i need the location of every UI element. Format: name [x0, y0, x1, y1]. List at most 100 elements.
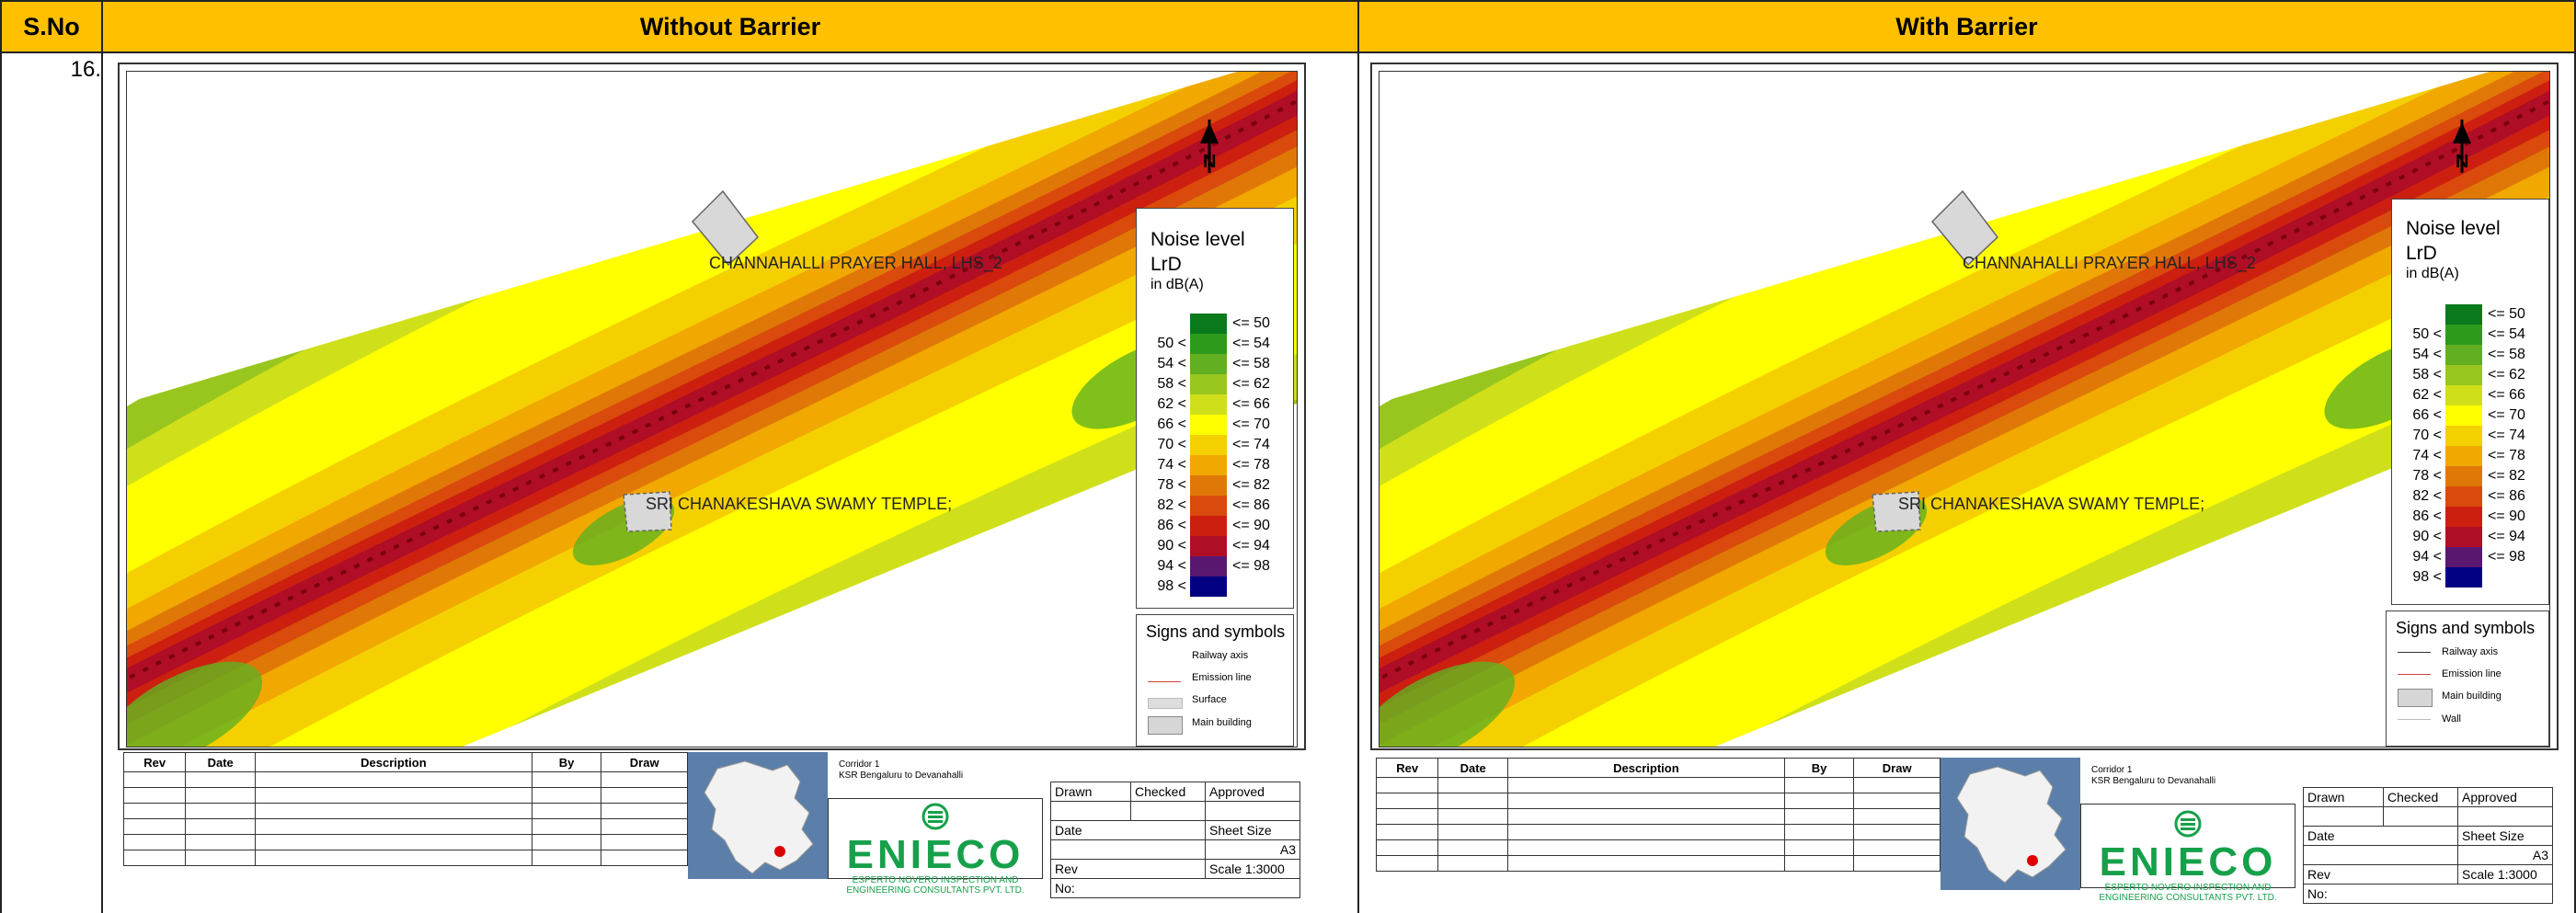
legend-swatch — [2445, 365, 2482, 385]
legend-high: <= 54 — [1232, 336, 1270, 351]
left-noise-legend: Noise level LrD in dB(A) <= 50 50 < <= 54 5… — [1136, 208, 1294, 609]
legend-row: 86 < <= 90 — [1137, 516, 1295, 536]
legend-swatch — [2445, 446, 2482, 466]
legend-high: <= 90 — [1232, 518, 1270, 533]
legend-high: <= 82 — [2488, 468, 2525, 484]
right-date-h: Date — [1437, 758, 1508, 778]
left-surface-swatch — [1148, 698, 1183, 709]
left-signature-table: Drawn Checked Approved Date Sheet Size A… — [1050, 782, 1300, 898]
left-corridor-line2: KSR Bengaluru to Devanahalli — [839, 770, 964, 781]
legend-swatch — [2445, 466, 2482, 486]
legend-high: <= 86 — [2488, 488, 2525, 504]
right-location-marker — [2027, 855, 2038, 866]
right-no-label: No: — [2303, 884, 2553, 904]
legend-row: 50 < <= 54 — [1137, 334, 1295, 354]
right-title-block: Rev Date Description By Draw Corridor 1 … — [1374, 756, 2556, 904]
left-desc-h: Description — [254, 752, 532, 772]
legend-row: 78 < <= 82 — [2392, 466, 2550, 486]
legend-swatch — [2445, 405, 2482, 426]
temple-shape — [1872, 491, 1921, 532]
legend-low: 54 < — [2412, 347, 2442, 362]
legend-row: 70 < <= 74 — [1137, 435, 1295, 455]
left-corridor-text: Corridor 1 KSR Bengaluru to Devanahalli — [839, 759, 963, 782]
legend-row: 70 < <= 74 — [2392, 426, 2550, 446]
left-logo-sub2: ENGINEERING CONSULTANTS PVT. LTD. — [846, 885, 1025, 896]
legend-swatch — [1190, 435, 1227, 455]
left-company-logo: ENIECO ESPERTO NOVERO INSPECTION AND ENG… — [828, 798, 1043, 896]
uncomputed-area-bottom — [462, 403, 1297, 747]
legend-swatch — [1190, 516, 1227, 536]
left-approved: Approved — [1205, 782, 1300, 802]
left-noise-map: N CHANNAHALLI PRAYER HALL, LHS_2 SRI CHA… — [126, 71, 1298, 748]
left-contours — [127, 72, 1297, 747]
legend-low: 82 < — [1157, 497, 1186, 513]
left-no-label: No: — [1050, 878, 1300, 898]
right-approved: Approved — [2457, 787, 2553, 807]
legend-low: 86 < — [2412, 508, 2442, 524]
legend-high: <= 90 — [2488, 508, 2525, 524]
legend-high: <= 74 — [2488, 428, 2525, 443]
legend-row: 94 < <= 98 — [2392, 547, 2550, 567]
grid-line-left — [0, 53, 2, 913]
legend-swatch — [2445, 486, 2482, 507]
right-legend-unit: in dB(A) — [2406, 266, 2459, 281]
right-by-h: By — [1783, 758, 1855, 778]
legend-low: 50 < — [2412, 326, 2442, 342]
left-scale: Scale 1:3000 — [1205, 859, 1300, 879]
low-noise-patch — [127, 661, 263, 747]
legend-row: 90 < <= 94 — [1137, 536, 1295, 556]
legend-swatch — [2445, 507, 2482, 527]
legend-swatch — [1190, 455, 1227, 475]
right-north-label: N — [2456, 152, 2468, 172]
left-drawn: Drawn — [1050, 782, 1131, 802]
legend-swatch — [1190, 496, 1227, 516]
railway-axis — [127, 98, 1297, 681]
legend-high: <= 82 — [1232, 477, 1270, 493]
legend-row: 66 < <= 70 — [2392, 405, 2550, 426]
legend-row: 98 < — [1137, 576, 1295, 597]
legend-row: 98 < — [2392, 567, 2550, 588]
legend-row: 78 < <= 82 — [1137, 475, 1295, 496]
right-railway-swatch — [2398, 652, 2431, 653]
legend-high: <= 62 — [1232, 376, 1270, 392]
right-desc-h: Description — [1506, 758, 1785, 778]
left-legend-title-1: Noise level — [1151, 229, 1245, 250]
left-state-locator-map — [688, 752, 828, 879]
legend-low: 58 < — [1157, 376, 1186, 392]
right-sym-emission-line: Emission line — [2442, 668, 2502, 679]
right-sheet-size: Sheet Size — [2457, 826, 2553, 846]
legend-row: <= 50 — [2392, 304, 2550, 325]
left-noise-contour-map: N — [127, 72, 1297, 747]
right-building-swatch — [2398, 689, 2433, 707]
legend-high: <= 74 — [1232, 437, 1270, 452]
legend-row: 62 < <= 66 — [1137, 394, 1295, 415]
right-revision-table: Rev Date Description By Draw — [1375, 758, 1941, 872]
legend-low: 62 < — [2412, 387, 2442, 403]
right-signs-symbols: Signs and symbols Railway axis Emission … — [2386, 611, 2549, 747]
legend-row: 82 < <= 86 — [1137, 496, 1295, 516]
left-temple-building — [623, 491, 672, 532]
right-corridor-text: Corridor 1 KSR Bengaluru to Devanahalli — [2091, 765, 2215, 787]
legend-swatch — [2445, 325, 2482, 345]
legend-low: 74 < — [1157, 457, 1186, 473]
legend-row: 54 < <= 58 — [1137, 354, 1295, 374]
legend-low: 98 < — [2412, 569, 2442, 585]
left-logo-sub1: ESPERTO NOVERO INSPECTION AND — [852, 875, 1019, 885]
legend-row: 58 < <= 62 — [2392, 365, 2550, 385]
legend-low: 78 < — [1157, 477, 1186, 493]
right-label-prayer-hall: CHANNAHALLI PRAYER HALL, LHS_2 — [1963, 254, 2256, 272]
right-wall-swatch — [2398, 719, 2431, 720]
left-legend-unit: in dB(A) — [1151, 277, 1204, 292]
right-date-label: Date — [2303, 826, 2458, 846]
left-north-arrow: N — [1200, 120, 1219, 173]
legend-swatch — [2445, 304, 2482, 325]
legend-high: <= 86 — [1232, 497, 1270, 513]
legend-swatch — [1190, 314, 1227, 334]
right-signature-table: Drawn Checked Approved Date Sheet Size A… — [2303, 787, 2553, 904]
legend-high: <= 50 — [2488, 306, 2525, 322]
legend-row: 50 < <= 54 — [2392, 325, 2550, 345]
legend-high: <= 62 — [2488, 367, 2525, 382]
legend-low: 94 < — [2412, 549, 2442, 565]
legend-low: 90 < — [2412, 529, 2442, 544]
right-rev-h: Rev — [1375, 758, 1439, 778]
